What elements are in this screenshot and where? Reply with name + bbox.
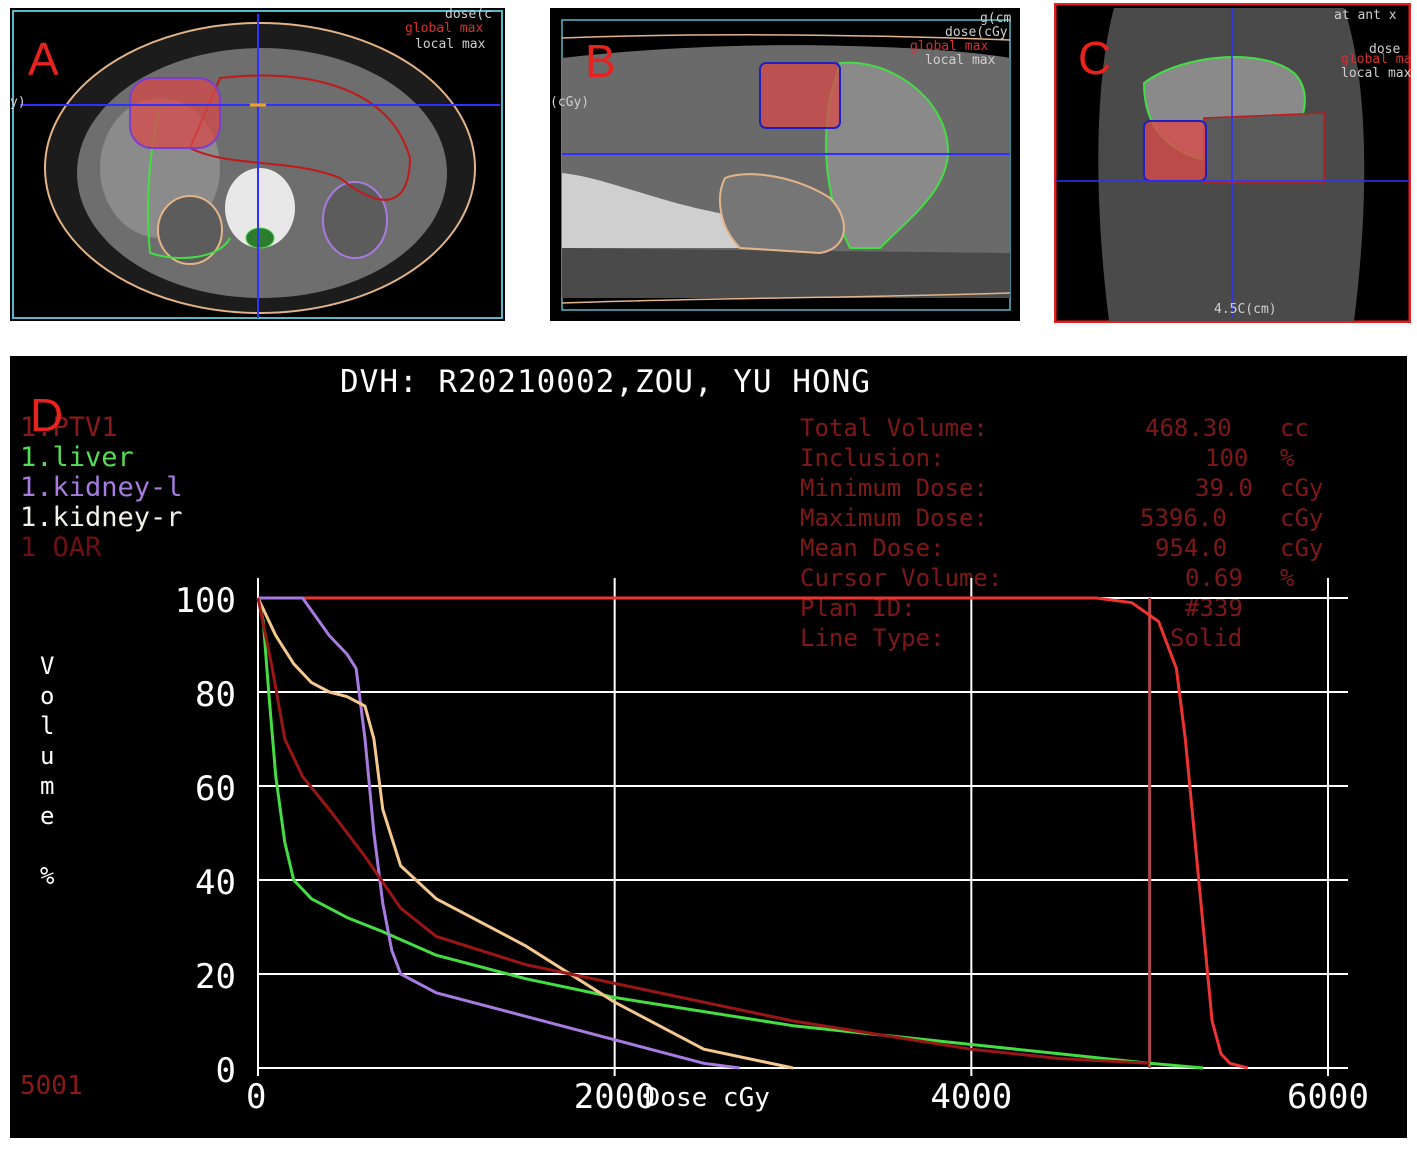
info-label: Line Type: — [800, 624, 945, 652]
y-axis-label-char: m — [40, 772, 55, 800]
series-line-ptv1 — [258, 596, 1249, 1070]
legend-item-kidney-l: 1.kidney-l — [20, 472, 183, 503]
y-tick-label: 100 — [175, 581, 236, 621]
y-tick-label: 80 — [195, 675, 236, 715]
panel-c-bottom-label: 4.5C(cm) — [1214, 302, 1277, 317]
panel-c-local-max: local max — [1341, 66, 1411, 81]
panel-b-dose-label: dose(cGy — [945, 25, 1008, 40]
series-line-liver — [256, 597, 1204, 1070]
panel-d-dvh-chart: DVH: R20210002,ZOU, YU HONG 1.PTV1 1.liv… — [10, 356, 1407, 1138]
info-value: 468.30 — [1145, 414, 1232, 442]
panel-b-letter: B — [585, 35, 616, 87]
panel-a-axial-ct: A dose(c global max local max y) — [10, 8, 505, 321]
panel-c-letter: C — [1078, 32, 1112, 84]
panel-a-dose-label: dose(c — [445, 8, 492, 22]
panel-d-footer-code: 5001 — [20, 1071, 83, 1101]
info-unit: % — [1280, 444, 1295, 472]
panel-a-axis-mark: y) — [10, 95, 26, 110]
y-tick-label: 20 — [195, 957, 236, 997]
panel-a-global-max: global max — [405, 21, 484, 36]
info-value: 5396.0 — [1140, 504, 1227, 532]
info-value: 39.0 — [1195, 474, 1253, 502]
legend-item-ptv1: 1.PTV1 — [20, 412, 118, 443]
y-axis-label-char: e — [40, 802, 55, 830]
panel-c-ant-label: at ant x — [1334, 8, 1397, 23]
panel-b-global-max: global max — [910, 39, 989, 54]
info-unit: cc — [1280, 414, 1309, 442]
info-label: Cursor Volume: — [800, 564, 1003, 592]
x-tick-label: 4000 — [930, 1077, 1012, 1117]
x-tick-label: 6000 — [1287, 1077, 1369, 1117]
legend-item-liver: 1.liver — [20, 442, 134, 473]
y-tick-label: 40 — [195, 863, 236, 903]
axial-ct-image — [12, 10, 503, 319]
info-unit: cGy — [1280, 504, 1324, 532]
panel-b-sagittal-ct: B g(cm dose(cGy global max local max (cG… — [550, 8, 1020, 321]
info-value: 0.69 — [1185, 564, 1243, 592]
panel-b-local-max: local max — [925, 53, 996, 68]
y-axis-label-char: l — [40, 712, 55, 740]
y-tick-label: 60 — [195, 769, 236, 809]
series-line-kidney-l — [258, 596, 740, 1070]
sagittal-ct-image — [561, 19, 1011, 311]
info-label: Mean Dose: — [800, 534, 945, 562]
series-line-kidney-r — [256, 597, 794, 1070]
info-label: Inclusion: — [800, 444, 945, 472]
panel-c-dose-label: dose — [1369, 42, 1401, 57]
y-axis-label-char: % — [40, 862, 55, 890]
series-line-oar — [256, 597, 1150, 1065]
panel-c-global-max: global max — [1341, 52, 1411, 67]
info-value: 100 — [1205, 444, 1249, 472]
dvh-plot: 0 20 40 60 80 100 0 2000 4000 6000 Dose cGy — [175, 578, 1369, 1117]
panel-a-letter: A — [28, 33, 59, 85]
panel-b-unit-label: g(cm — [980, 11, 1012, 26]
panel-a-local-max: local max — [415, 37, 486, 52]
legend-item-oar: 1 OAR — [20, 532, 102, 563]
info-unit: cGy — [1280, 534, 1324, 562]
legend-item-kidney-r: 1.kidney-r — [20, 502, 183, 533]
panel-b-axis-mark: (cGy) — [550, 95, 590, 110]
y-axis-label-char: o — [40, 682, 55, 710]
info-unit: % — [1280, 564, 1295, 592]
info-label: Minimum Dose: — [800, 474, 988, 502]
x-axis-label: Dose cGy — [645, 1083, 770, 1113]
x-tick-label: 0 — [246, 1077, 266, 1117]
info-value: Solid — [1170, 624, 1243, 652]
panel-d-letter: D — [30, 389, 64, 441]
info-label: Maximum Dose: — [800, 504, 988, 532]
x-tick-label: 2000 — [574, 1077, 656, 1117]
info-value: 954.0 — [1155, 534, 1228, 562]
y-axis-label-char: V — [40, 652, 55, 680]
coronal-ct-image — [1054, 3, 1411, 323]
dvh-title: DVH: R20210002,ZOU, YU HONG — [340, 364, 871, 400]
y-tick-label: 0 — [216, 1051, 236, 1091]
panel-c-coronal-ct: C at ant x dose global max local max 4.5… — [1054, 3, 1411, 323]
info-label: Total Volume: — [800, 414, 988, 442]
info-unit: cGy — [1280, 474, 1324, 502]
y-axis-label-char: u — [40, 742, 55, 770]
